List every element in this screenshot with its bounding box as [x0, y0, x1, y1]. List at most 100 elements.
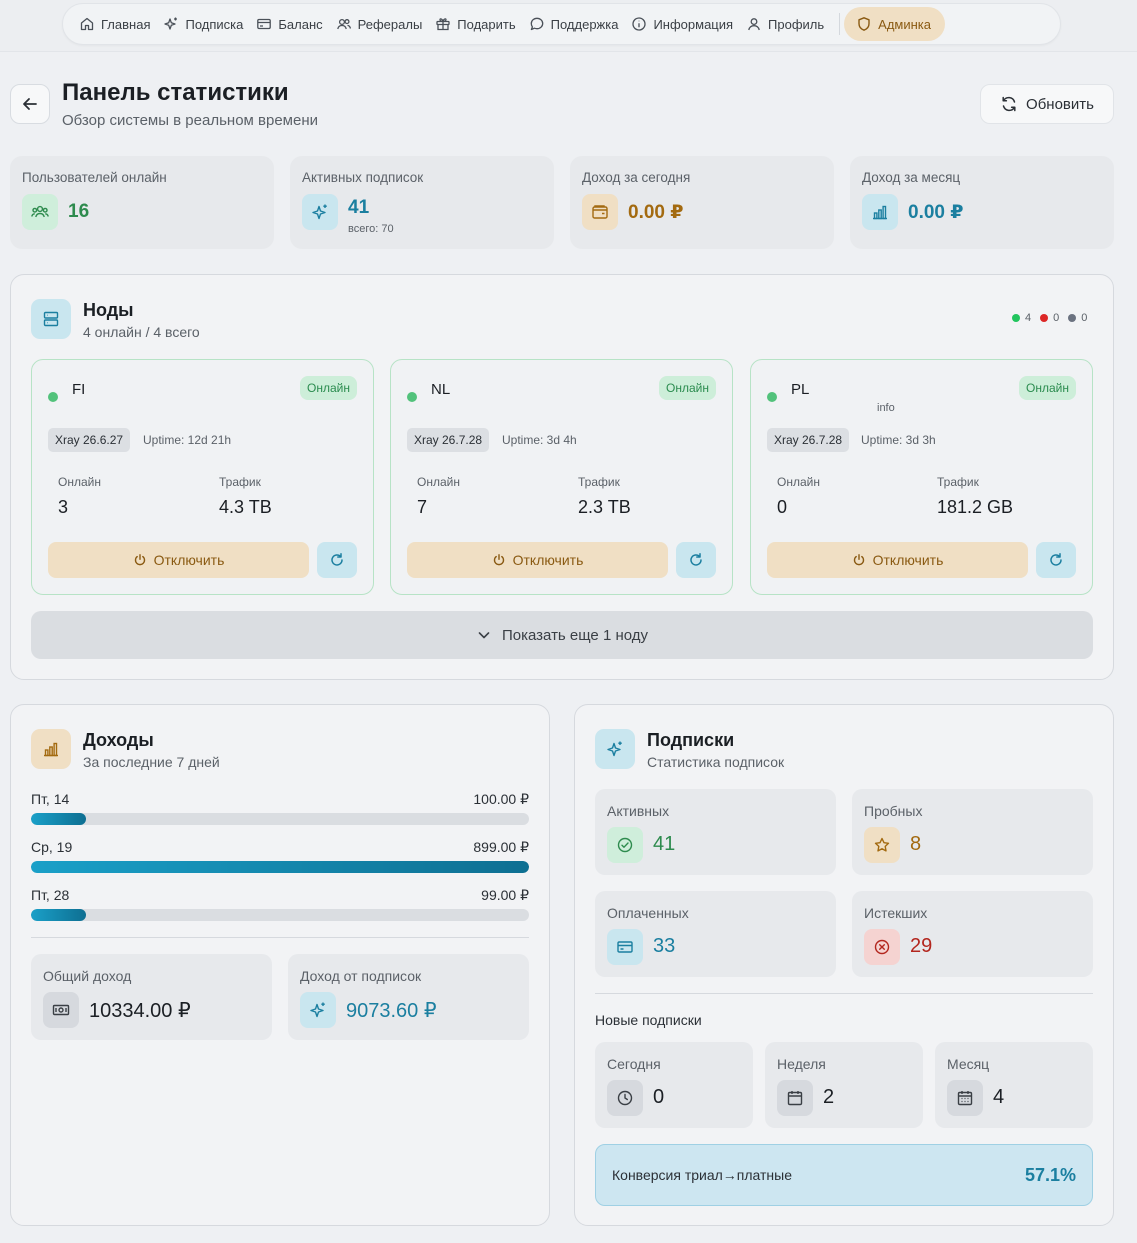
node-card: FI Онлайн Xray 26.6.27 Uptime: 12d 21h О…	[31, 359, 374, 595]
bar-chart-icon	[31, 729, 71, 769]
version-badge: Xray 26.6.27	[48, 428, 131, 452]
status-dot	[407, 392, 417, 402]
uptime: Uptime: 3d 4h	[502, 433, 577, 447]
disable-button[interactable]: Отключить	[407, 542, 668, 578]
online-value: 3	[58, 497, 69, 517]
card-value: 9073.60 ₽	[346, 1000, 437, 1022]
users-icon	[336, 16, 352, 32]
refresh-button[interactable]: Обновить	[980, 84, 1114, 124]
trial-subs-card: Пробных 8	[852, 789, 1093, 875]
bar-value: 100.00 ₽	[473, 791, 529, 807]
nav-divider	[839, 13, 841, 35]
nav-label: Баланс	[278, 16, 323, 32]
info-icon	[631, 16, 647, 32]
conversion-card: Конверсия триал→платные 57.1%	[595, 1144, 1093, 1206]
disable-button[interactable]: Отключить	[48, 542, 309, 578]
offline-dot	[1040, 314, 1049, 322]
show-more-label: Показать еще 1 ноду	[501, 626, 648, 644]
card-label: Истекших	[864, 905, 928, 921]
stat-value: 41	[348, 197, 370, 218]
bar-track	[31, 909, 529, 921]
chevron-down-icon	[476, 627, 492, 643]
disable-label: Отключить	[153, 552, 225, 568]
sparkles-icon	[595, 729, 635, 769]
nav-admin[interactable]: Админка	[844, 7, 946, 41]
status-dot	[48, 392, 58, 402]
stat-label: Пользователей онлайн	[22, 170, 167, 185]
uptime: Uptime: 3d 3h	[861, 433, 936, 447]
legend-online-count: 4	[1025, 312, 1032, 324]
nav-label: Поддержка	[550, 16, 619, 32]
nav-info[interactable]: Информация	[631, 7, 746, 41]
card-value: 8	[910, 833, 922, 855]
version-badge: Xray 26.7.28	[767, 428, 850, 452]
subscriptions-subtitle: Статистика подписок	[647, 754, 785, 770]
nav-label: Рефералы	[357, 16, 423, 32]
income-title: Доходы	[83, 730, 154, 750]
bar-fill	[31, 813, 87, 825]
arrow-left-icon	[21, 95, 39, 113]
subs-income-card: Доход от подписок 9073.60 ₽	[288, 954, 529, 1040]
stat-card-income-month: Доход за месяц 0.00 ₽	[850, 156, 1114, 249]
card-value: 41	[653, 833, 676, 855]
card-value: 33	[653, 935, 676, 957]
power-icon	[852, 553, 866, 567]
online-value: 7	[417, 497, 428, 517]
card-label: Неделя	[777, 1056, 826, 1072]
stat-card-online: Пользователей онлайн 16	[10, 156, 274, 249]
x-circle-icon	[864, 929, 900, 965]
new-subs-title: Новые подписки	[595, 1012, 702, 1028]
chat-icon	[529, 16, 545, 32]
refresh-icon	[1048, 552, 1064, 568]
refresh-icon	[688, 552, 704, 568]
user-icon	[746, 16, 762, 32]
nav-gift[interactable]: Подарить	[435, 7, 528, 41]
card-value: 0	[653, 1086, 665, 1108]
calendar-grid-icon	[947, 1080, 983, 1116]
stat-label: Активных подписок	[302, 170, 424, 185]
nav-home[interactable]: Главная	[79, 7, 163, 41]
restart-button[interactable]	[676, 542, 716, 578]
new-subs-today-card: Сегодня 0	[595, 1042, 753, 1128]
disable-label: Отключить	[512, 552, 584, 568]
nav-label: Профиль	[768, 16, 825, 32]
status-badge: Онлайн	[1019, 376, 1076, 400]
bar-fill	[31, 861, 529, 873]
bar-track	[31, 861, 529, 873]
gift-icon	[435, 16, 451, 32]
nav-profile[interactable]: Профиль	[746, 7, 837, 41]
node-info: info	[877, 402, 895, 414]
card-label: Активных	[607, 803, 670, 819]
bar-track	[31, 813, 529, 825]
nav-referrals[interactable]: Рефералы	[336, 7, 436, 41]
restart-button[interactable]	[1036, 542, 1076, 578]
card-label: Общий доход	[43, 968, 132, 984]
restart-button[interactable]	[317, 542, 357, 578]
disable-button[interactable]: Отключить	[767, 542, 1028, 578]
sparkles-icon	[163, 16, 179, 32]
show-more-nodes-button[interactable]: Показать еще 1 ноду	[31, 611, 1093, 659]
main-nav: Главная Подписка Баланс Рефералы Подарит…	[62, 3, 1061, 45]
nav-subscription[interactable]: Подписка	[163, 7, 256, 41]
wallet-card-icon	[256, 16, 272, 32]
nav-label: Админка	[878, 16, 932, 32]
conversion-label: Конверсия триал→платные	[612, 1167, 793, 1183]
nodes-title: Ноды	[83, 300, 134, 320]
stat-card-income-today: Доход за сегодня 0.00 ₽	[570, 156, 834, 249]
traffic-label: Трафик	[937, 475, 979, 489]
legend-unknown-count: 0	[1081, 312, 1088, 324]
back-button[interactable]	[10, 84, 50, 124]
subscriptions-title: Подписки	[647, 730, 735, 750]
clock-icon	[607, 1080, 643, 1116]
disable-label: Отключить	[872, 552, 944, 568]
traffic-value: 4.3 TB	[219, 497, 272, 517]
bar-label: Пт, 28	[31, 887, 70, 903]
sparkles-icon	[302, 194, 338, 230]
nav-balance[interactable]: Баланс	[256, 7, 335, 41]
card-value: 29	[910, 935, 933, 957]
card-label: Сегодня	[607, 1056, 661, 1072]
unknown-dot	[1068, 314, 1077, 322]
nav-support[interactable]: Поддержка	[529, 7, 632, 41]
stat-sub: всего: 70	[348, 223, 394, 235]
node-name: NL	[431, 381, 451, 398]
